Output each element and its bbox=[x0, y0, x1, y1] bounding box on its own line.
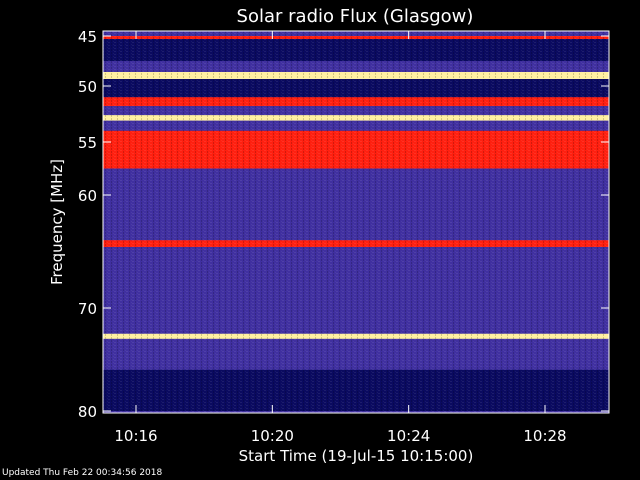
noise-overlay bbox=[103, 31, 609, 413]
plot-frame bbox=[102, 30, 610, 414]
y-axis-ticks: 45 50 55 60 70 80 bbox=[78, 28, 609, 421]
chart-title: Solar radio Flux (Glasgow) bbox=[237, 6, 474, 27]
x-tick-label-1: 10:20 bbox=[251, 427, 294, 445]
x-axis-ticks: 10:16 10:20 10:24 10:28 bbox=[114, 31, 567, 445]
y-tick-label-4: 70 bbox=[78, 300, 97, 318]
x-axis-label: Start Time (19-Jul-15 10:15:00) bbox=[239, 447, 474, 465]
y-axis-label: Frequency [MHz] bbox=[48, 159, 66, 285]
x-tick-label-3: 10:28 bbox=[523, 427, 566, 445]
x-tick-label-2: 10:24 bbox=[387, 427, 430, 445]
y-tick-label-5: 80 bbox=[78, 403, 97, 421]
y-tick-label-0: 45 bbox=[78, 28, 97, 46]
updated-timestamp: Updated Thu Feb 22 00:34:56 2018 bbox=[2, 468, 163, 478]
x-tick-label-0: 10:16 bbox=[114, 427, 157, 445]
y-tick-label-1: 50 bbox=[78, 78, 97, 96]
y-tick-label-3: 60 bbox=[78, 187, 97, 205]
y-tick-label-2: 55 bbox=[78, 134, 97, 152]
texture-overlay bbox=[103, 31, 609, 413]
